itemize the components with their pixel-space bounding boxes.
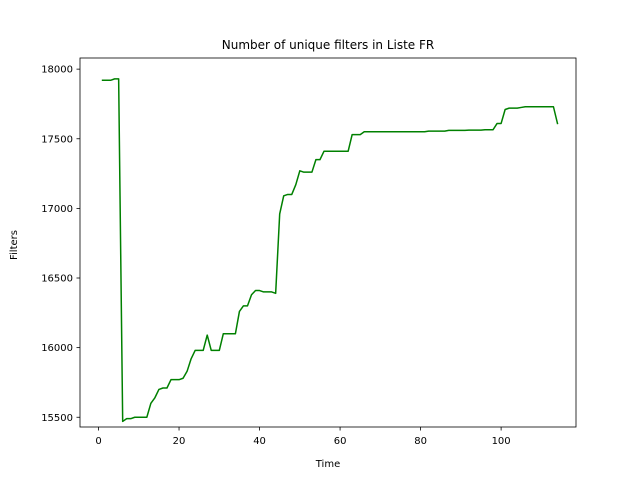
x-tick-label: 20 xyxy=(173,436,186,447)
y-axis-label: Filters xyxy=(9,230,20,260)
y-tick-label: 15500 xyxy=(41,413,73,424)
y-tick-label: 17500 xyxy=(41,134,73,145)
series-line-0 xyxy=(101,78,559,423)
x-tick-label: 100 xyxy=(492,436,511,447)
x-axis-label: Time xyxy=(315,459,340,470)
y-axis-ticks: 15500 16000 16500 17000 17500 18000 xyxy=(41,65,80,424)
y-tick-label: 17000 xyxy=(41,204,73,215)
y-tick-label: 16500 xyxy=(41,274,73,285)
x-axis-ticks: 0 20 40 60 80 100 xyxy=(95,427,511,447)
x-tick-label: 0 xyxy=(95,436,101,447)
x-tick-label: 40 xyxy=(253,436,266,447)
y-tick-label: 18000 xyxy=(41,65,73,76)
plot-area xyxy=(79,57,577,428)
y-tick-label: 16000 xyxy=(41,343,73,354)
x-tick-label: 60 xyxy=(334,436,347,447)
x-tick-label: 80 xyxy=(414,436,427,447)
chart-title: Number of unique filters in Liste FR xyxy=(222,38,435,52)
axes-frame xyxy=(79,57,577,428)
